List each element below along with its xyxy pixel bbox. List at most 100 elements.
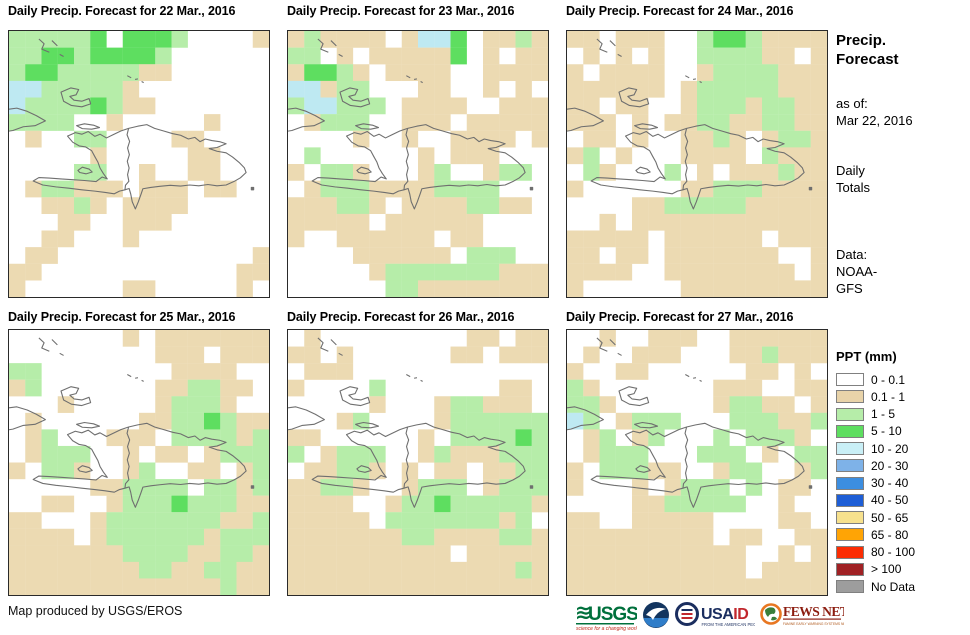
legend-swatch [836,476,864,490]
totals-line2: Totals [836,180,870,195]
legend-swatch [836,562,864,576]
coastline [33,423,246,507]
usgs-wave-icon: ≋ [575,602,592,624]
coastline [125,427,130,488]
coastline [251,486,253,488]
coastline [685,76,701,83]
coastline [809,486,811,488]
asof-date: Mar 22, 2016 [836,113,913,128]
legend-swatch [836,459,864,473]
legend-entry-12: > 100 [836,561,970,578]
legend-label: 5 - 10 [871,424,902,439]
panel-title-3: Daily Precip. Forecast for 24 Mar., 2016 [566,4,794,18]
map-panel-5 [287,329,549,596]
legend-label: 30 - 40 [871,476,909,491]
coastline [597,338,622,355]
legend-entry-13: No Data [836,578,970,595]
legend-swatch [836,390,864,404]
coastline [318,338,343,355]
coastline [685,375,701,382]
legend-entry-3: 1 - 5 [836,406,970,423]
legend-label: 65 - 80 [871,527,909,542]
coastline [125,128,130,189]
coastline [61,387,91,406]
legend-label: 0.1 - 1 [871,389,906,404]
svg-text:FROM THE AMERICAN PEOPLE: FROM THE AMERICAN PEOPLE [702,622,756,627]
coastline [357,167,371,174]
legend-label: 10 - 20 [871,441,909,456]
precip-raster-map [567,330,827,595]
coastline [683,427,688,488]
panel-title-5: Daily Precip. Forecast for 26 Mar., 2016 [287,310,515,324]
precip-raster-map [288,330,548,595]
legend-label: 20 - 30 [871,458,909,473]
coastline [61,88,91,107]
svg-text:science for a changing world: science for a changing world [576,626,637,632]
panel-title-4: Daily Precip. Forecast for 25 Mar., 2016 [8,310,236,324]
logo-strip: ≋ USGS science for a changing world USAI… [575,597,844,633]
precip-raster-map [9,330,269,595]
coastline [619,387,649,406]
coastline [127,375,143,382]
legend-swatch [836,424,864,438]
coastline [406,375,422,382]
sidebar-title-line1: Precip. [836,32,887,49]
coastline [591,125,804,209]
coastline [78,167,92,174]
legend-swatch [836,580,864,594]
coastline [340,88,370,107]
coastline [356,422,379,427]
coastline [636,167,650,174]
map-panel-6 [566,329,828,596]
map-credit: Map produced by USGS/EROS [8,604,183,618]
coastline [77,422,100,427]
panel-title-6: Daily Precip. Forecast for 27 Mar., 2016 [566,310,794,324]
legend-label: No Data [871,579,916,594]
map-panel-2 [287,30,549,298]
legend-label: > 100 [871,562,902,577]
coastline [356,124,379,129]
coastline [312,125,525,209]
legend-entry-8: 40 - 50 [836,492,970,509]
legend-label: 1 - 5 [871,407,896,422]
data-line1: NOAA- [836,264,878,279]
map-panel-4 [8,329,270,596]
coastline [530,486,532,488]
sidebar-title: Precip. Forecast [836,31,968,69]
coastline [635,124,658,129]
coastline [9,108,45,131]
fewsnet-logo: FEWS NET FAMINE EARLY WARNING SYSTEMS NE… [760,598,844,632]
legend-entry-7: 30 - 40 [836,475,970,492]
legend-entry-11: 80 - 100 [836,544,970,561]
coastline [357,466,371,473]
coastline [636,466,650,473]
legend-label: 40 - 50 [871,493,909,508]
legend-swatch [836,511,864,525]
map-panel-3 [566,30,828,298]
coastline [39,39,64,57]
coastline [567,108,603,131]
coastline [406,76,422,83]
totals-line1: Daily [836,163,865,178]
coastline [530,187,532,189]
legend-entry-4: 5 - 10 [836,423,970,440]
legend-label: 0 - 0.1 [871,372,906,387]
legend-entry-6: 20 - 30 [836,457,970,474]
svg-text:FEWS NET: FEWS NET [783,604,844,619]
legend-entry-9: 50 - 65 [836,509,970,526]
legend-swatch [836,373,864,387]
coastline [597,39,622,57]
coastline [288,108,324,131]
asof-label: as of: [836,96,868,111]
legend: PPT (mm) 0 - 0.1 0.1 - 1 1 - 5 5 - 10 10 - 2… [836,349,970,595]
coastline [318,39,343,57]
coastline [9,407,45,430]
coastline [683,128,688,189]
coastline [404,128,409,189]
data-label: Data: [836,247,868,262]
panel-title-2: Daily Precip. Forecast for 23 Mar., 2016 [287,4,515,18]
noaa-logo [642,601,670,629]
coastline [288,407,324,430]
coastline [567,407,603,430]
